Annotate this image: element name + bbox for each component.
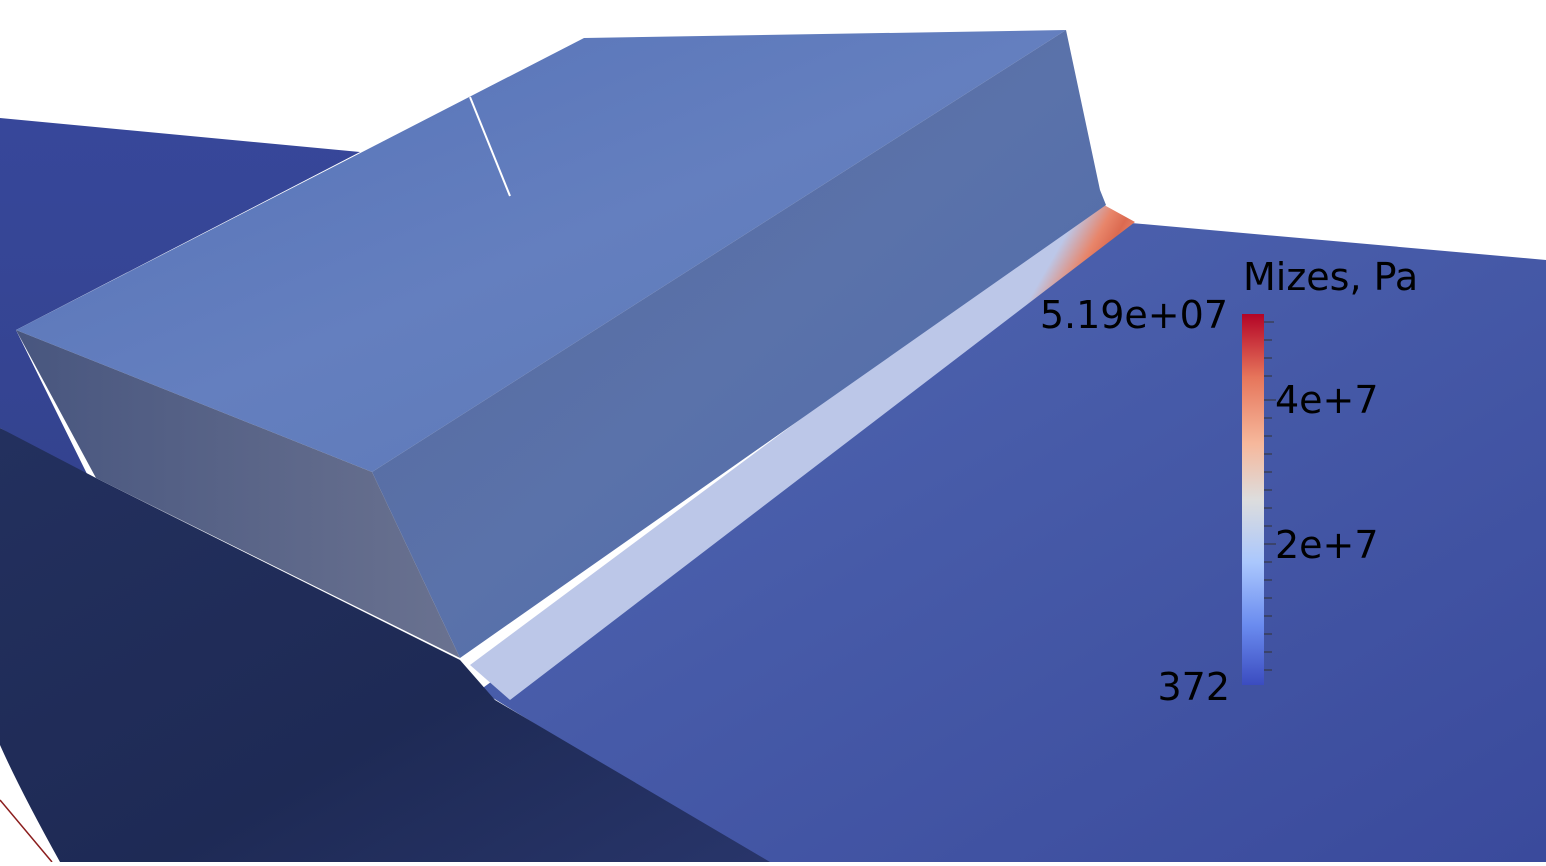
scalar-bar-max-label: 5.19e+07 — [1039, 293, 1228, 337]
surface-mark — [469, 96, 511, 197]
block-side-face — [372, 30, 1106, 658]
base-plate-left — [0, 118, 360, 480]
scalar-bar-tick-label-lower: 2e+7 — [1275, 523, 1379, 567]
block-end-face — [16, 330, 460, 658]
cut-edge-ring — [0, 745, 60, 862]
scalar-bar-tick-label-upper: 4e+7 — [1275, 378, 1379, 422]
block-top-face — [16, 30, 1066, 472]
base-plate-right — [480, 222, 1546, 862]
scalar-bar-min-label: 372 — [1157, 665, 1230, 709]
cut-edge-line — [0, 799, 53, 863]
scalar-bar-ticks — [1264, 321, 1276, 671]
scalar-bar-gradient — [1242, 314, 1264, 685]
stress-band — [470, 200, 1135, 700]
scalar-bar-title: Mizes, Pa — [1243, 255, 1419, 299]
front-cut-face — [0, 428, 770, 862]
